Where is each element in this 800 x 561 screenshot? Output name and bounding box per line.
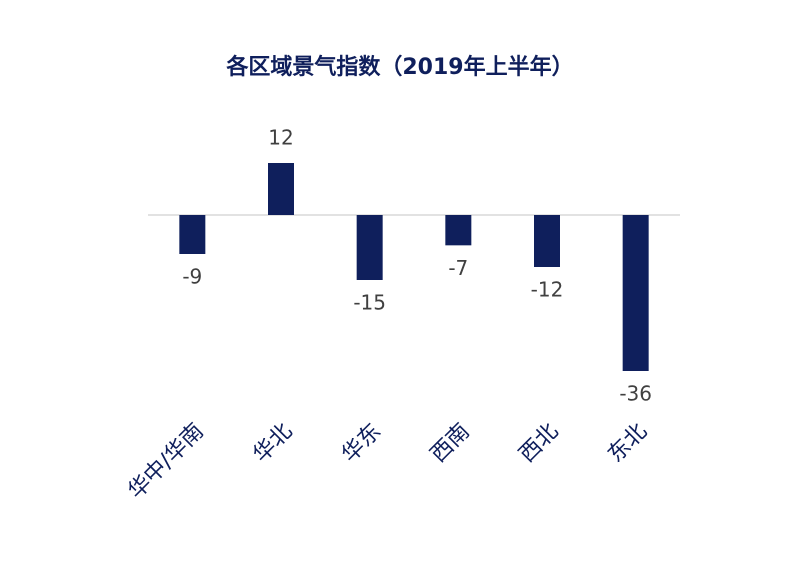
bar (622, 215, 649, 371)
bar (179, 215, 206, 254)
x-tick-label: 华东 (337, 419, 386, 468)
chart-title: 各区域景气指数（2019年上半年） (225, 54, 573, 80)
x-tick-label: 华北 (249, 419, 298, 468)
value-label: -12 (531, 278, 564, 302)
x-tick-label: 华中/华南 (124, 419, 209, 504)
x-tick-label: 西南 (426, 419, 475, 468)
bar (534, 215, 560, 267)
bar (445, 215, 472, 246)
x-tick-label: 东北 (603, 419, 652, 468)
value-label: -36 (619, 382, 652, 406)
value-label: -9 (182, 265, 202, 289)
x-tick-label: 西北 (515, 419, 564, 468)
bar (356, 215, 383, 280)
bar (268, 163, 294, 215)
value-label: -7 (448, 256, 468, 280)
value-label: 12 (268, 126, 293, 150)
value-label: -15 (353, 291, 386, 315)
